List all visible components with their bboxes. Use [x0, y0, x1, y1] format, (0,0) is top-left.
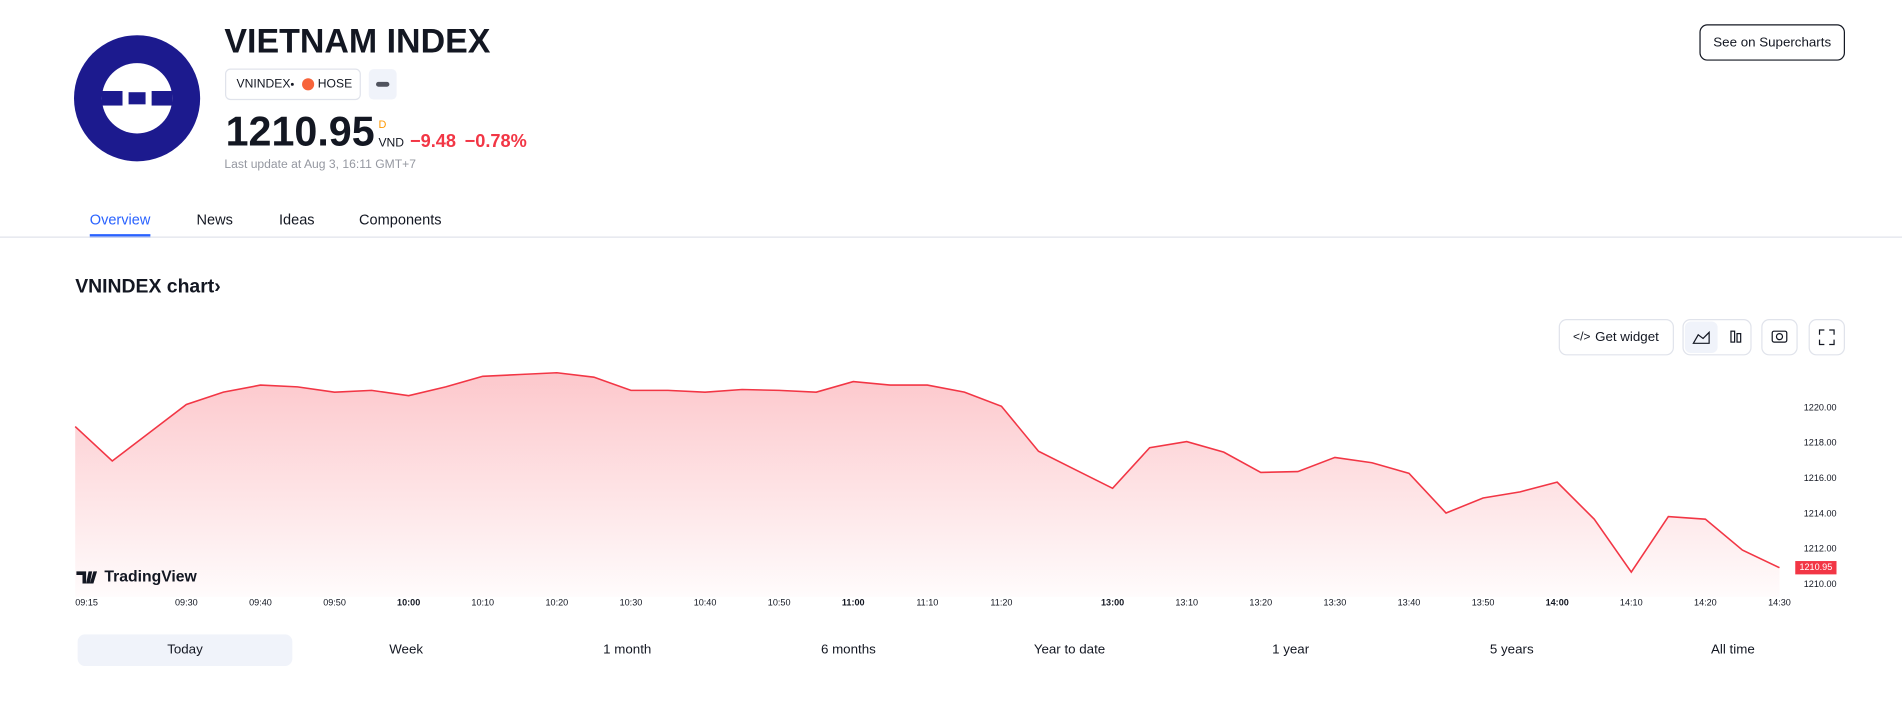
area-icon [1692, 330, 1710, 344]
more-icon [376, 81, 390, 87]
camera-lens [1775, 332, 1784, 341]
x-tick-label: 14:10 [1620, 597, 1643, 607]
range[interactable]: Today [167, 642, 203, 657]
supercharts-label: See on Supercharts [1713, 35, 1831, 50]
widget-button[interactable] [1558, 319, 1674, 356]
x-tick-label: 13:20 [1249, 597, 1272, 607]
x-tick-label: 14:00 [1546, 597, 1569, 607]
exchange-icon [302, 78, 315, 91]
price: 1210.95 [226, 109, 375, 155]
range[interactable]: 1 month [603, 642, 651, 657]
range[interactable]: 1 year [1272, 642, 1310, 657]
tab[interactable]: Components [359, 213, 441, 229]
price-tag [1795, 561, 1837, 575]
logo [73, 35, 201, 162]
snapshot-button[interactable] [1761, 319, 1798, 356]
y-tick-label: 1218.00 [1804, 438, 1837, 448]
widget-label: Get widget [1595, 329, 1659, 344]
svg-text:TradingView: TradingView [104, 569, 197, 586]
candle-style-button[interactable] [1730, 330, 1742, 343]
y-tick-label: 1210.00 [1804, 579, 1837, 589]
x-tick-label: 13:50 [1472, 597, 1495, 607]
last-update: Last update at Aug 3, 16:11 GMT+7 [224, 157, 416, 171]
x-tick-label: 13:40 [1398, 597, 1421, 607]
x-tick-label: 14:20 [1694, 597, 1717, 607]
y-tick-label: 1220.00 [1804, 402, 1837, 412]
x-tick-label: 10:30 [620, 597, 643, 607]
x-tick-label: 09:15 [75, 597, 98, 607]
range[interactable]: Year to date [1034, 642, 1105, 657]
chart: 1210.00 1212.00 1214.00 1216.00 1218.00 1220.… [74, 371, 1837, 607]
ranges: Today Week 1 month 6 months Year to date 1 ye… [77, 634, 1755, 666]
x-tick-label: 11:20 [990, 597, 1012, 607]
change: −9.48 [410, 131, 456, 151]
x-tick-label: 13:30 [1324, 597, 1347, 607]
camera-icon [1771, 330, 1788, 343]
y-tick-label: 1212.00 [1804, 544, 1837, 554]
range-active[interactable] [77, 634, 293, 666]
price-tag-label: 1210.95 [1799, 562, 1832, 572]
x-tick-label: 09:30 [175, 597, 198, 607]
x-tick-label: 13:10 [1175, 597, 1198, 607]
x-tick-label: 11:00 [842, 597, 865, 607]
currency: VND [378, 135, 404, 149]
range[interactable]: 6 months [821, 642, 876, 657]
supercharts-button[interactable] [1699, 24, 1845, 61]
symbol: VNINDEX [237, 77, 291, 91]
x-tick-label: 10:40 [694, 597, 717, 607]
tab-underline [89, 234, 151, 238]
x-tick-label: 14:30 [1768, 597, 1791, 607]
range[interactable]: 5 years [1490, 642, 1534, 657]
range[interactable]: All time [1711, 642, 1755, 657]
range[interactable]: Week [389, 642, 423, 657]
fullscreen-icon [1818, 329, 1835, 346]
x-tick-label: 09:40 [249, 597, 272, 607]
x-tick-label: 09:50 [323, 597, 346, 607]
line [74, 371, 1780, 574]
x-tick-label: 10:10 [471, 597, 494, 607]
fullscreen-button[interactable] [1808, 319, 1845, 356]
exchange: HOSE [318, 77, 352, 91]
x-tick-label: 10:50 [768, 597, 791, 607]
tab[interactable]: News [197, 213, 233, 229]
y-tick-label: 1214.00 [1804, 508, 1837, 518]
section-title[interactable]: VNINDEX chart› [75, 276, 220, 298]
area [75, 372, 1780, 597]
brand: TradingView [76, 569, 198, 586]
price-flag: D [378, 119, 386, 131]
tab[interactable]: Overview [90, 213, 151, 229]
y-tick-label: 1216.00 [1804, 473, 1837, 483]
tab[interactable]: Ideas [279, 213, 315, 229]
x-tick-label: 11:10 [916, 597, 938, 607]
x-tick-label: 10:20 [545, 597, 568, 607]
x-tick-label: 10:00 [397, 597, 420, 607]
tabs: Overview News Ideas Components [89, 213, 442, 238]
x-tick-label: 13:00 [1101, 597, 1124, 607]
change-pct: −0.78% [465, 131, 527, 151]
code-icon: </> [1573, 329, 1591, 343]
dot [290, 82, 294, 86]
title: VIETNAM INDEX [224, 23, 490, 61]
